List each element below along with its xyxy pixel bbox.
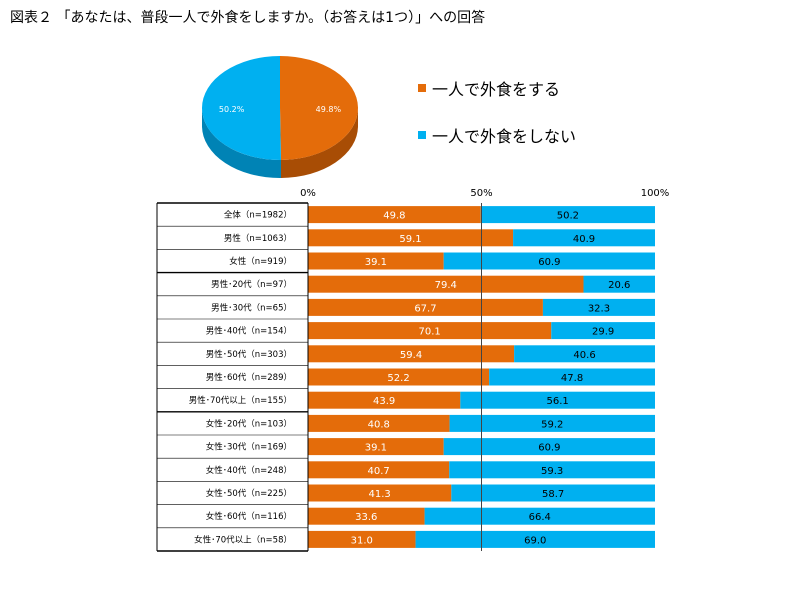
bar-value-label: 39.1: [365, 443, 387, 454]
figure-title: 図表２ 「あなたは、普段一人で外食をしますか。（お答えは1つ）」への回答: [10, 10, 486, 26]
bar-value-label: 60.9: [538, 257, 560, 268]
pie-slice-side: [202, 108, 281, 178]
bar-value-label: 33.6: [355, 512, 377, 523]
pie-value-label: 50.2%: [219, 105, 245, 114]
bar-segment: [424, 507, 655, 525]
bar-value-label: 40.8: [368, 419, 390, 430]
bar-value-label: 59.2: [541, 419, 563, 430]
pie-slice-side: [280, 108, 358, 178]
category-label: 女性･40代（n=248）: [206, 465, 292, 476]
bar-segment: [308, 414, 450, 432]
bar-value-label: 39.1: [365, 257, 387, 268]
bar-segment: [308, 368, 490, 386]
bar-value-label: 40.6: [573, 350, 595, 361]
bar-value-label: 66.4: [529, 512, 551, 523]
bar-segment: [514, 345, 655, 363]
bar-value-label: 69.0: [524, 535, 546, 546]
bar-segment: [308, 391, 461, 409]
bar-segment: [449, 461, 655, 479]
bar-segment: [542, 298, 655, 316]
category-label: 男性･70代以上（n=155）: [189, 395, 292, 406]
bar-value-label: 43.9: [373, 396, 395, 407]
category-label: 女性（n=919）: [229, 256, 292, 267]
bar-segment: [449, 414, 655, 432]
bar-value-label: 20.6: [608, 280, 630, 291]
category-label: 男性（n=1063）: [224, 233, 292, 244]
bar-value-label: 50.2: [557, 211, 579, 222]
bar-value-label: 79.4: [435, 280, 457, 291]
bar-value-label: 29.9: [592, 327, 614, 338]
bar-segment: [443, 252, 655, 270]
legend-label: 一人で外食をする: [432, 80, 561, 99]
bar-segment: [308, 438, 444, 456]
pie-value-label: 49.8%: [316, 105, 342, 114]
legend-swatch-blue: [418, 131, 426, 139]
category-label: 女性･50代（n=225）: [206, 488, 292, 499]
bar-segment: [308, 461, 450, 479]
bar-segment: [308, 530, 416, 548]
bar-segment: [308, 252, 444, 270]
category-label: 女性･20代（n=103）: [206, 418, 292, 429]
category-label: 男性･20代（n=97）: [211, 279, 292, 290]
category-label: 男性･40代（n=154）: [206, 326, 292, 337]
bar-value-label: 31.0: [351, 535, 373, 546]
category-label: 女性･30代（n=169）: [206, 442, 292, 453]
bar-segment: [513, 229, 655, 247]
bar-value-label: 56.1: [547, 396, 569, 407]
bar-segment: [480, 206, 655, 224]
bar-value-label: 47.8: [561, 373, 583, 384]
legend-swatch-orange: [418, 84, 426, 92]
bar-value-label: 49.8: [383, 211, 405, 222]
category-label: 全体（n=1982）: [224, 210, 292, 221]
bar-segment: [460, 391, 655, 409]
bar-segment: [308, 345, 515, 363]
bar-segment: [308, 275, 584, 293]
bar-segment: [308, 507, 425, 525]
legend-item-eat-alone: 一人で外食をする: [418, 76, 576, 100]
x-tick-label: 100%: [641, 188, 670, 199]
pie-chart: 49.8% 50.2%: [202, 56, 359, 178]
category-label: 女性･70代以上（n=58）: [194, 534, 292, 545]
bar-value-label: 59.4: [400, 350, 422, 361]
bar-value-label: 59.1: [399, 234, 421, 245]
bar-segment: [308, 322, 552, 340]
pie-slice: [202, 56, 281, 160]
legend-label: 一人で外食をしない: [432, 127, 577, 146]
category-label: 男性･50代（n=303）: [206, 349, 292, 360]
bar-value-label: 41.3: [369, 489, 391, 500]
pie-slice: [280, 56, 359, 160]
bar-value-label: 40.9: [573, 234, 595, 245]
bar-segment: [308, 298, 543, 316]
bar-value-label: 67.7: [414, 303, 436, 314]
legend: 一人で外食をする 一人で外食をしない: [418, 76, 576, 170]
bar-value-label: 58.7: [542, 489, 564, 500]
legend-item-not-eat-alone: 一人で外食をしない: [418, 123, 576, 147]
bar-segment: [489, 368, 655, 386]
bar-segment: [308, 206, 481, 224]
category-label: 男性･30代（n=65）: [211, 302, 292, 313]
x-tick-label: 0%: [300, 188, 316, 199]
bar-segment: [308, 484, 452, 502]
bar-segment: [415, 530, 655, 548]
bar-value-label: 32.3: [588, 303, 610, 314]
x-tick-label: 50%: [470, 188, 492, 199]
bar-segment: [551, 322, 655, 340]
bar-value-label: 70.1: [418, 327, 440, 338]
bar-segment: [451, 484, 655, 502]
bar-value-label: 59.3: [541, 466, 563, 477]
category-label: 男性･60代（n=289）: [206, 372, 292, 383]
bar-value-label: 40.7: [367, 466, 389, 477]
bar-segment: [443, 438, 655, 456]
category-label: 女性･60代（n=116）: [206, 511, 292, 522]
bar-segment: [583, 275, 655, 293]
bar-value-label: 60.9: [538, 443, 560, 454]
bar-value-label: 52.2: [387, 373, 409, 384]
bar-segment: [308, 229, 514, 247]
